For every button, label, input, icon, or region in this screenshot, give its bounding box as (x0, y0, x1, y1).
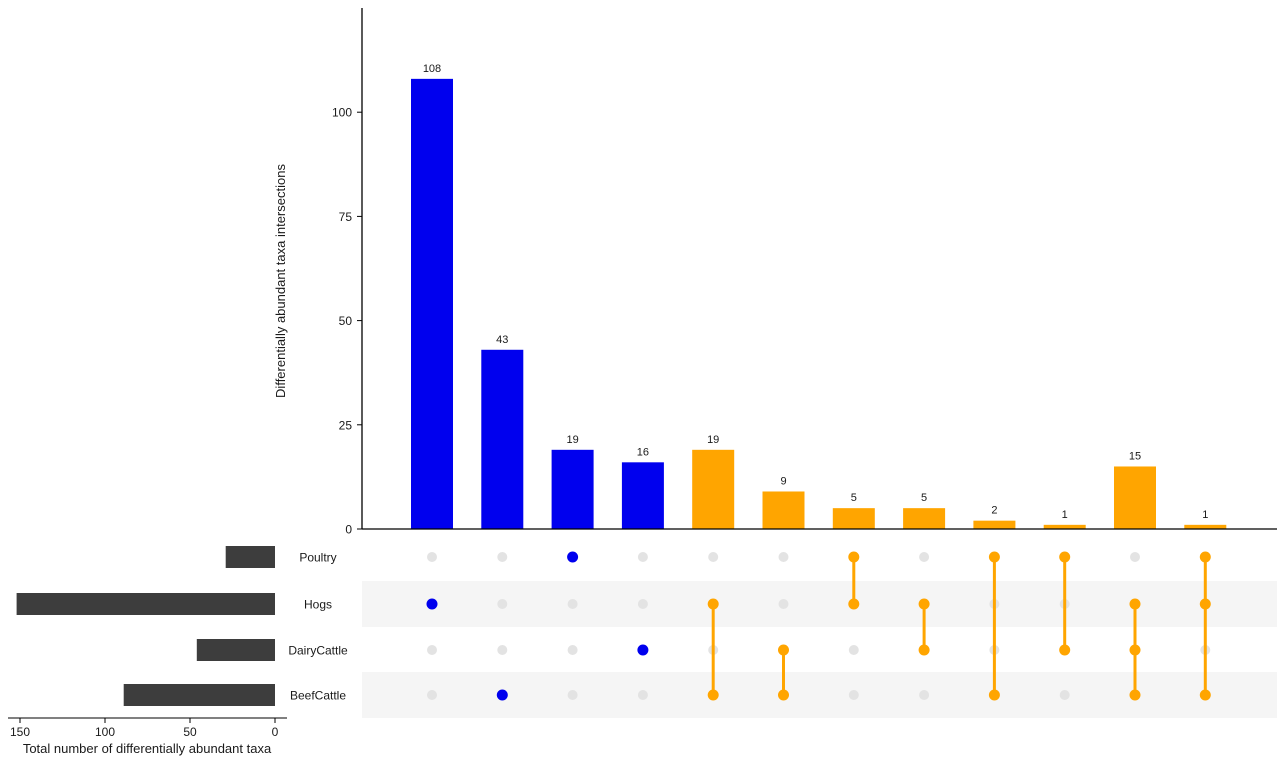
matrix-dot-inactive (919, 552, 930, 562)
set-name-label: DairyCattle (288, 644, 348, 658)
matrix-dot-active (1129, 689, 1141, 701)
intersection-bar (762, 491, 805, 529)
matrix-dot-inactive (497, 645, 508, 655)
intersection-matrix (426, 551, 1211, 701)
intersection-bar (481, 349, 524, 529)
matrix-dot-inactive (848, 690, 859, 700)
matrix-row-band (362, 672, 1277, 718)
matrix-dot-inactive (497, 552, 508, 562)
intersection-bar (903, 508, 946, 529)
matrix-dot-inactive (637, 690, 648, 700)
matrix-dot-active (848, 598, 860, 610)
matrix-dot-inactive (919, 690, 930, 700)
matrix-dot-active (1059, 644, 1071, 656)
set-size-bar (16, 593, 275, 615)
matrix-dot-active (1199, 689, 1211, 701)
intersection-bar-labels: 108 43 19 16 19 9 5 5 2 1 15 1 (423, 63, 1209, 521)
set-size-tick-label: 100 (95, 725, 115, 739)
intersection-bar (621, 462, 664, 529)
set-size-axis-label: Total number of differentially abundant … (23, 741, 272, 756)
y-tick-label: 25 (339, 418, 353, 432)
matrix-dot-active (918, 598, 930, 610)
intersection-bar-value: 108 (423, 63, 441, 75)
intersection-bar-value: 19 (566, 434, 578, 446)
set-name-label: Poultry (299, 551, 336, 565)
intersection-bar-value: 1 (1202, 509, 1208, 521)
intersection-bar (973, 520, 1016, 529)
matrix-dot-active (1129, 598, 1141, 610)
intersection-bar-value: 5 (921, 492, 927, 504)
set-size-tick-label: 0 (272, 725, 279, 739)
intersection-bar-value: 15 (1129, 450, 1141, 462)
matrix-dot-active (567, 551, 579, 563)
set-size-bars (16, 546, 275, 706)
matrix-row-shading (362, 581, 1277, 718)
intersection-y-axis (361, 8, 1277, 530)
y-tick-label: 0 (345, 523, 352, 537)
intersection-bar-value: 16 (637, 446, 649, 458)
set-name-labels: Poultry Hogs DairyCattle BeefCattle (288, 551, 348, 703)
matrix-dot-inactive (427, 645, 437, 655)
matrix-dot-inactive (1059, 690, 1070, 700)
matrix-dot-inactive (778, 552, 789, 562)
matrix-dot-inactive (778, 599, 789, 609)
intersection-bar (1114, 466, 1156, 529)
matrix-dot-active (1129, 644, 1141, 656)
y-tick-label: 50 (339, 314, 353, 328)
matrix-dot-inactive (637, 552, 648, 562)
matrix-dot-active (1059, 551, 1071, 563)
set-name-label: BeefCattle (290, 689, 346, 703)
intersection-bar-value: 9 (780, 475, 786, 487)
matrix-dot-active (988, 551, 1000, 563)
y-tick-label: 100 (332, 106, 352, 120)
intersection-bar (411, 78, 453, 529)
y-tick-group: 0 25 50 75 100 (332, 106, 362, 537)
intersection-bar (832, 508, 875, 529)
matrix-dot-inactive (848, 645, 859, 655)
set-name-label: Hogs (304, 598, 332, 612)
matrix-dot-active (496, 689, 508, 701)
matrix-dot-active (778, 644, 789, 656)
set-size-tick-label: 50 (183, 725, 197, 739)
intersection-bar (692, 449, 735, 529)
set-size-bar (225, 546, 275, 568)
intersection-bar-value: 2 (991, 505, 997, 517)
matrix-dot-inactive (497, 599, 508, 609)
set-size-axis: 150 100 50 0 (8, 717, 287, 739)
matrix-dot-inactive (567, 690, 578, 700)
matrix-row-band (362, 581, 1277, 627)
matrix-dot-active (637, 644, 649, 656)
matrix-dot-inactive (567, 645, 578, 655)
intersection-bar-value: 1 (1062, 509, 1068, 521)
matrix-dot-inactive (567, 599, 578, 609)
intersection-bars (411, 78, 1227, 529)
matrix-dot-inactive (427, 690, 437, 700)
matrix-dot-active (707, 598, 719, 610)
intersection-bar (551, 449, 594, 529)
matrix-dot-active (918, 644, 930, 656)
set-size-bar (123, 684, 275, 706)
intersection-bar (1184, 524, 1227, 529)
intersection-bar-value: 5 (851, 492, 857, 504)
matrix-dot-active (988, 689, 1000, 701)
y-axis-label: Differentially abundant taxa intersectio… (273, 164, 288, 398)
matrix-dot-active (1199, 598, 1211, 610)
matrix-dot-active (848, 551, 860, 563)
y-tick-label: 75 (339, 210, 353, 224)
matrix-dot-active (1199, 551, 1211, 563)
matrix-dot-active (426, 598, 438, 610)
matrix-dot-inactive (1130, 552, 1140, 562)
matrix-dot-inactive (637, 599, 648, 609)
matrix-dot-active (778, 689, 789, 701)
intersection-bar-value: 43 (496, 334, 508, 346)
matrix-dot-inactive (427, 552, 437, 562)
set-size-tick-label: 150 (10, 725, 30, 739)
intersection-bar-value: 19 (707, 434, 719, 446)
intersection-bar (1043, 524, 1086, 529)
matrix-dot-inactive (708, 552, 719, 562)
set-size-bar (196, 639, 275, 661)
matrix-dot-active (707, 689, 719, 701)
